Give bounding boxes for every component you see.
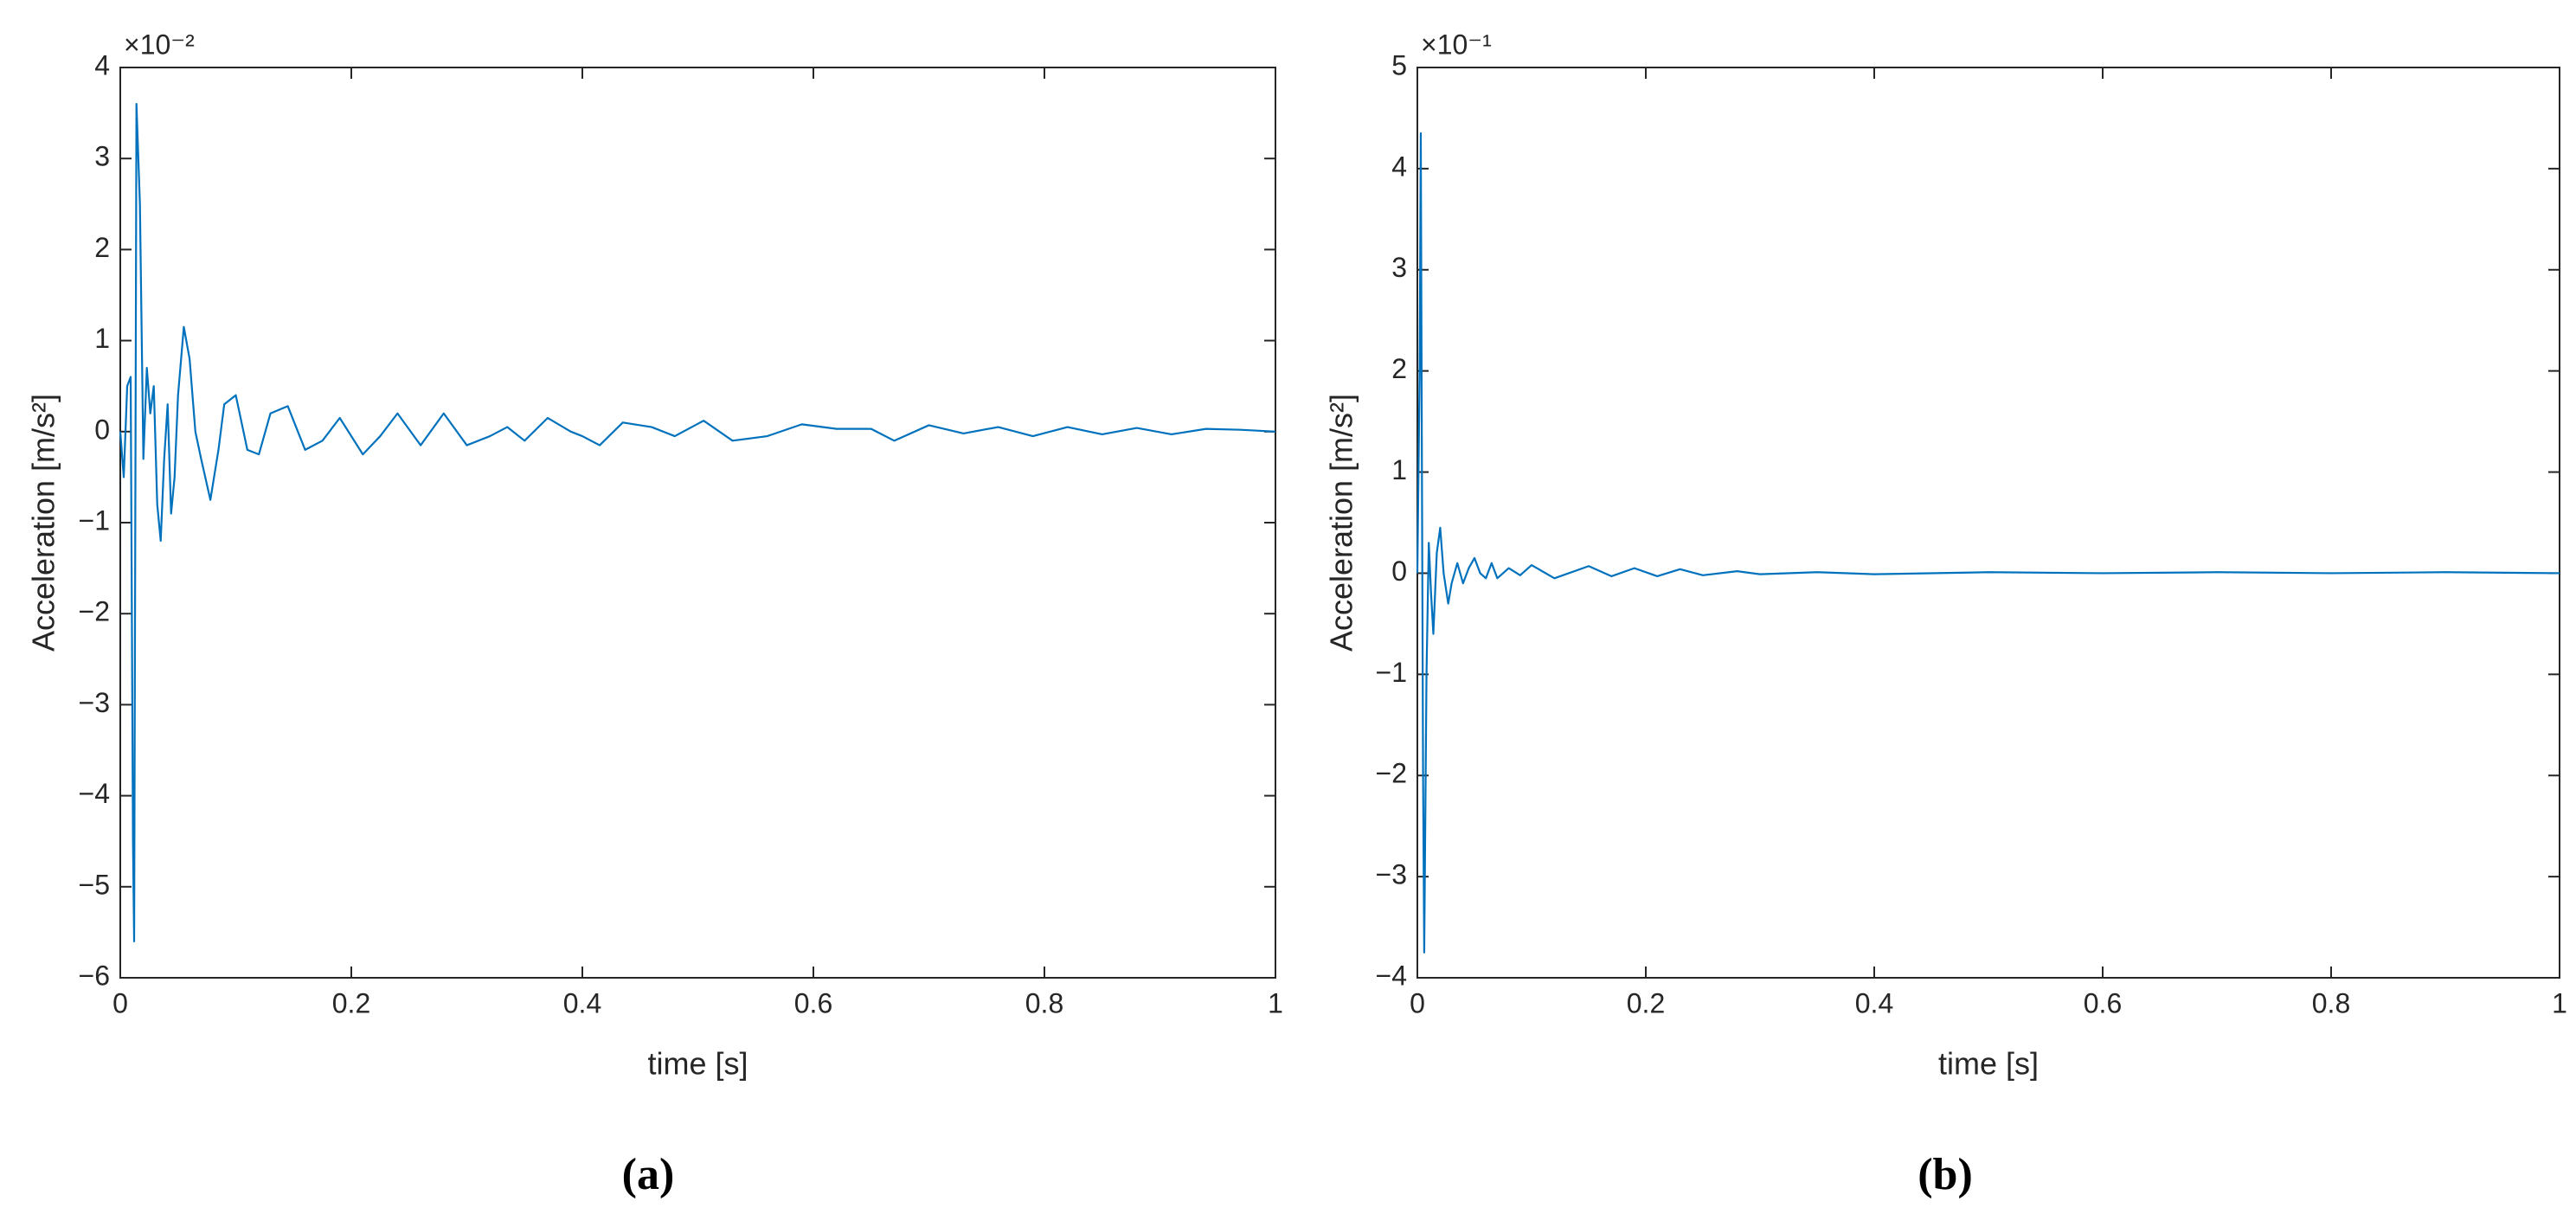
data-line	[119, 102, 1276, 943]
x-tick-label: 0	[1410, 987, 1425, 1018]
x-tick-label: 1	[2552, 987, 2567, 1018]
x-tick-label: 0.2	[1627, 987, 1665, 1018]
y-tick-label: 0	[1391, 556, 1407, 587]
y-tick-label: −2	[1376, 758, 1407, 789]
y-tick-label: 2	[1391, 353, 1407, 384]
caption: (a)	[622, 1150, 675, 1199]
x-tick-label: 0.4	[1855, 987, 1893, 1018]
x-tick-label: 0.4	[563, 987, 601, 1018]
y-axis-label: Acceleration [m/s²]	[26, 394, 61, 652]
x-tick-label: 0	[112, 987, 128, 1018]
y-multiplier: ×10⁻²	[124, 29, 195, 60]
y-tick-label: −4	[1376, 960, 1407, 991]
x-tick-label: 0.8	[2312, 987, 2350, 1018]
data-line	[1416, 132, 2560, 954]
y-tick-label: 1	[94, 323, 110, 354]
y-axis-label: Acceleration [m/s²]	[1324, 394, 1359, 652]
x-tick-label: 1	[1268, 987, 1283, 1018]
x-axis-label: time [s]	[1938, 1046, 2039, 1082]
y-tick-label: −3	[79, 687, 110, 718]
y-tick-label: −2	[79, 596, 110, 627]
y-tick-label: −1	[1376, 657, 1407, 688]
plot-area	[1416, 67, 2560, 979]
x-axis-label: time [s]	[647, 1046, 748, 1082]
x-tick-label: 0.6	[2084, 987, 2122, 1018]
y-tick-label: 3	[94, 141, 110, 172]
plot-area	[119, 67, 1276, 979]
x-tick-label: 0.6	[794, 987, 832, 1018]
y-tick-label: 1	[1391, 454, 1407, 485]
y-multiplier: ×10⁻¹	[1421, 29, 1492, 60]
y-tick-label: −6	[79, 960, 110, 991]
y-tick-label: 0	[94, 414, 110, 445]
y-tick-label: −4	[79, 778, 110, 809]
x-tick-label: 0.2	[332, 987, 370, 1018]
y-tick-label: 4	[94, 49, 110, 80]
y-tick-label: 2	[94, 232, 110, 263]
x-tick-label: 0.8	[1025, 987, 1063, 1018]
y-tick-label: 5	[1391, 49, 1407, 80]
y-tick-label: −3	[1376, 859, 1407, 890]
y-tick-label: 3	[1391, 252, 1407, 283]
y-tick-label: −1	[79, 504, 110, 536]
y-tick-label: 4	[1391, 151, 1407, 182]
caption: (b)	[1918, 1150, 1973, 1199]
y-tick-label: −5	[79, 869, 110, 900]
